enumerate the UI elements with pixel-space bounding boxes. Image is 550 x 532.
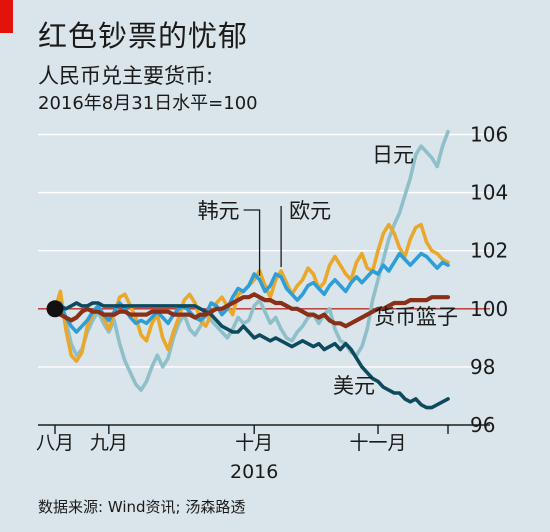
series-label: 欧元	[289, 199, 331, 223]
series-line	[53, 129, 450, 392]
x-tick-label: 十月	[235, 432, 273, 454]
y-tick-label: 100	[470, 297, 508, 321]
callout-line	[243, 209, 261, 276]
chart-baseline-note: 2016年8月31日水平=100	[38, 93, 258, 114]
x-tick-label: 八月	[36, 432, 74, 454]
chart-title: 红色钞票的忧郁	[38, 19, 249, 53]
y-tick-label: 104	[470, 181, 508, 205]
series-label: 日元	[372, 143, 414, 167]
series-line	[53, 251, 450, 334]
y-tick-label: 98	[470, 355, 495, 379]
y-tick-label: 106	[470, 123, 508, 147]
x-axis-year: 2016	[230, 461, 278, 483]
x-tick-label: 十一月	[350, 432, 407, 454]
y-tick-label: 102	[470, 239, 508, 263]
x-axis: 八月 九月 十月 十一月 2016	[36, 424, 490, 483]
chart-subtitle: 人民币兑主要货币:	[38, 64, 214, 88]
source-note: 数据来源: Wind资讯; 汤森路透	[38, 498, 246, 516]
series-lines	[46, 129, 451, 410]
baseline-start-dot	[46, 300, 64, 318]
series-label: 韩元	[198, 199, 240, 223]
series-line	[52, 292, 451, 329]
series-line	[53, 301, 450, 410]
series-label: 美元	[333, 374, 375, 398]
brand-tab	[0, 0, 13, 33]
x-tick-label: 九月	[90, 432, 128, 454]
series-label: 货币篮子	[374, 305, 458, 329]
